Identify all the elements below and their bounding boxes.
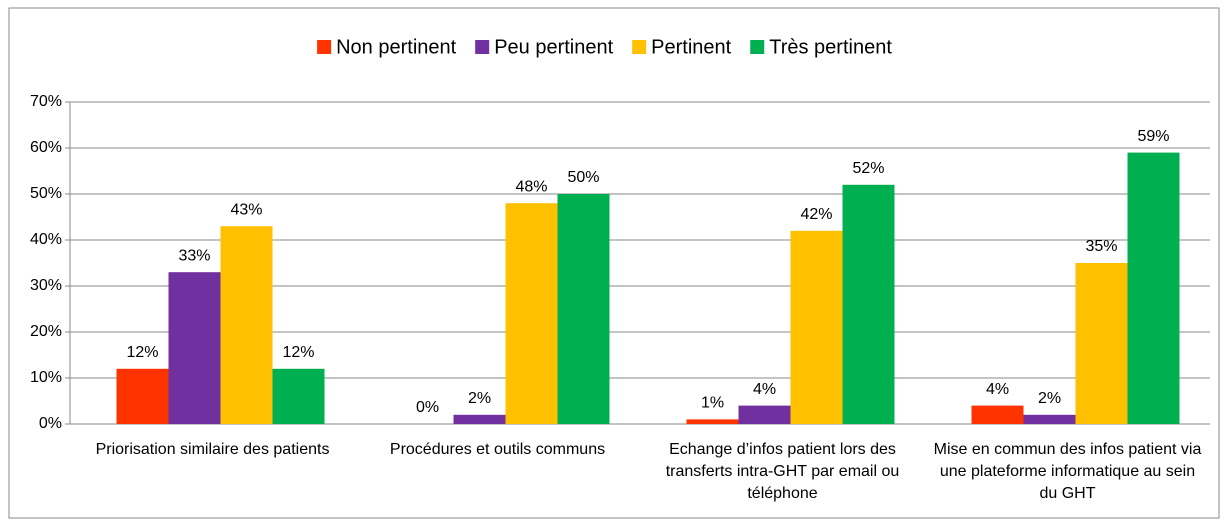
chart-border <box>8 7 1220 519</box>
legend-label: Non pertinent <box>336 36 457 58</box>
legend-label: Peu pertinent <box>494 36 613 58</box>
bar <box>738 405 791 424</box>
value-label: 12% <box>126 344 158 361</box>
x-tick-label: Procédures et outils communs <box>390 441 605 458</box>
value-label: 33% <box>178 247 210 264</box>
bar <box>842 184 895 424</box>
value-label: 43% <box>230 201 262 218</box>
y-tick-label: 60% <box>30 139 62 156</box>
value-label: 0% <box>416 399 439 416</box>
value-label: 4% <box>986 381 1009 398</box>
value-label: 42% <box>800 206 832 223</box>
legend-swatch <box>317 40 332 54</box>
bar <box>1075 263 1128 424</box>
y-tick-label: 10% <box>30 369 62 386</box>
bar <box>790 230 843 424</box>
legend-label: Pertinent <box>651 36 731 58</box>
y-tick-label: 20% <box>30 323 62 340</box>
legend-label: Très pertinent <box>769 36 892 58</box>
value-label: 12% <box>282 344 314 361</box>
y-tick-label: 0% <box>39 415 62 432</box>
x-tick-label: Mise en commun des infos patient via une … <box>934 441 1202 502</box>
bar <box>1023 414 1076 424</box>
value-label: 50% <box>567 169 599 186</box>
y-tick-label: 40% <box>30 231 62 248</box>
value-label: 2% <box>1038 390 1061 407</box>
bar <box>220 226 273 424</box>
bar <box>1127 152 1180 424</box>
bar <box>686 419 739 424</box>
bar <box>557 194 610 424</box>
value-label: 48% <box>515 178 547 195</box>
y-tick-label: 30% <box>30 277 62 294</box>
bar <box>453 414 506 424</box>
x-tick-label: Echange d’infos patient lors des transfer… <box>666 441 900 502</box>
value-label: 35% <box>1085 238 1117 255</box>
value-label: 2% <box>468 390 491 407</box>
value-label: 59% <box>1137 128 1169 145</box>
bar <box>272 368 325 424</box>
bar <box>505 203 558 424</box>
value-label: 1% <box>701 395 724 412</box>
y-tick-label: 70% <box>30 93 62 110</box>
y-tick-label: 50% <box>30 185 62 202</box>
value-label: 4% <box>753 381 776 398</box>
x-tick-label: Priorisation similaire des patients <box>96 441 330 458</box>
value-label: 52% <box>852 160 884 177</box>
bar <box>168 272 221 424</box>
legend-swatch <box>475 40 490 54</box>
bar <box>116 368 169 424</box>
legend-swatch <box>632 40 647 54</box>
legend-swatch <box>750 40 765 54</box>
bar <box>971 405 1024 424</box>
